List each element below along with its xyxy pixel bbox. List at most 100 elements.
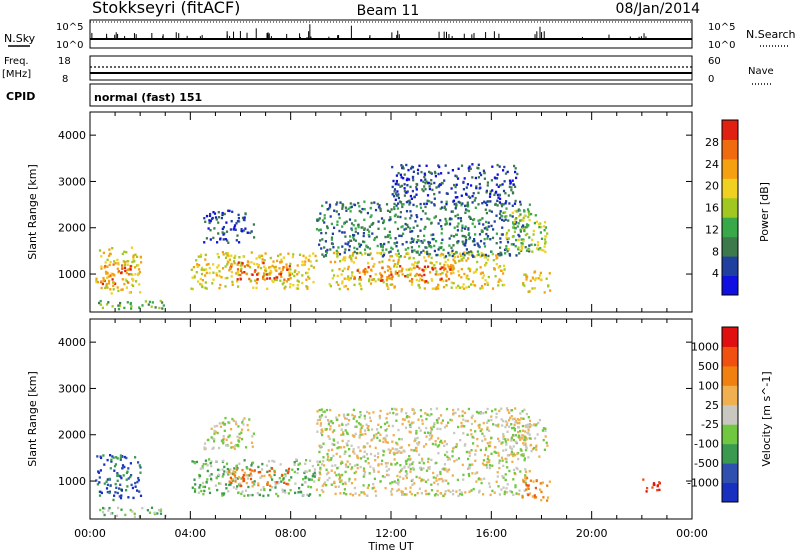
- data-cell: [334, 464, 337, 467]
- data-cell: [224, 256, 228, 259]
- data-cell: [540, 490, 543, 494]
- data-cell: [257, 272, 260, 275]
- data-cell: [221, 492, 224, 495]
- data-cell: [99, 469, 102, 472]
- data-cell: [327, 449, 330, 452]
- data-cell: [231, 417, 234, 421]
- data-cell: [307, 275, 310, 278]
- data-cell: [205, 481, 208, 484]
- data-cell: [380, 217, 384, 220]
- data-cell: [225, 438, 228, 441]
- data-cell: [417, 239, 420, 242]
- data-cell: [317, 218, 320, 222]
- data-cell: [266, 483, 269, 486]
- data-cell: [507, 194, 510, 197]
- data-cell: [349, 492, 352, 496]
- data-cell: [505, 460, 508, 464]
- data-cell: [328, 420, 331, 424]
- data-cell: [408, 444, 411, 447]
- data-cell: [518, 215, 521, 218]
- data-cell: [209, 229, 212, 232]
- data-cell: [359, 431, 362, 434]
- data-cell: [424, 259, 427, 263]
- data-cell: [393, 265, 396, 268]
- data-cell: [514, 407, 517, 410]
- data-cell: [291, 468, 294, 471]
- data-cell: [382, 453, 385, 457]
- data-cell: [381, 244, 384, 247]
- data-cell: [499, 237, 502, 240]
- data-cell: [259, 470, 262, 474]
- data-cell: [439, 472, 442, 476]
- data-cell: [275, 492, 278, 496]
- data-cell: [510, 243, 513, 246]
- data-cell: [501, 459, 504, 462]
- data-cell: [515, 176, 518, 180]
- data-cell: [109, 274, 112, 277]
- data-cell: [543, 448, 546, 451]
- data-cell: [392, 451, 395, 455]
- data-cell: [279, 279, 282, 282]
- data-cell: [337, 485, 340, 488]
- data-cell: [430, 233, 433, 237]
- data-cell: [254, 279, 257, 282]
- data-cell: [453, 226, 456, 229]
- data-cell: [231, 280, 234, 284]
- data-cell: [477, 191, 480, 195]
- data-cell: [486, 237, 489, 240]
- data-cell: [373, 201, 376, 204]
- data-cell: [344, 450, 347, 453]
- data-cell: [463, 425, 466, 428]
- data-cell: [485, 232, 488, 236]
- data-cell: [400, 410, 403, 413]
- data-cell: [482, 274, 485, 277]
- data-cell: [502, 437, 505, 440]
- data-cell: [107, 509, 110, 512]
- data-cell: [440, 225, 443, 228]
- data-cell: [406, 275, 409, 279]
- data-cell: [95, 280, 98, 284]
- data-cell: [336, 446, 339, 450]
- data-cell: [436, 474, 439, 477]
- data-cell: [396, 254, 399, 257]
- data-cell: [379, 480, 382, 483]
- data-cell: [214, 216, 218, 219]
- data-cell: [386, 441, 389, 444]
- data-cell: [325, 428, 328, 431]
- data-cell: [356, 463, 359, 467]
- data-cell: [361, 253, 364, 256]
- data-cell: [511, 460, 514, 463]
- data-cell: [253, 270, 256, 273]
- data-cell: [386, 421, 389, 424]
- data-cell: [505, 233, 508, 236]
- data-cell: [508, 202, 511, 205]
- data-cell: [510, 409, 514, 412]
- data-cell: [95, 279, 98, 282]
- data-cell: [401, 493, 404, 496]
- data-cell: [360, 287, 363, 291]
- data-cell: [403, 465, 406, 468]
- data-cell: [450, 281, 453, 284]
- data-cell: [511, 192, 515, 195]
- data-cell: [468, 232, 471, 235]
- data-cell: [420, 240, 423, 243]
- data-cell: [320, 247, 323, 250]
- data-cell: [367, 428, 370, 432]
- data-cell: [377, 220, 380, 223]
- data-cell: [346, 432, 349, 435]
- data-cell: [415, 272, 418, 276]
- data-cell: [533, 423, 536, 426]
- data-cell: [264, 269, 267, 272]
- data-cell: [309, 459, 312, 462]
- data-cell: [463, 444, 466, 447]
- data-cell: [420, 251, 423, 254]
- data-cell: [278, 477, 281, 480]
- data-cell: [301, 263, 304, 267]
- data-cell: [656, 489, 659, 492]
- data-cell: [486, 442, 489, 445]
- data-cell: [129, 462, 132, 465]
- data-cell: [396, 265, 399, 268]
- data-cell: [460, 204, 463, 207]
- colorbar-tick-label: -1000: [687, 477, 719, 490]
- data-cell: [525, 223, 529, 226]
